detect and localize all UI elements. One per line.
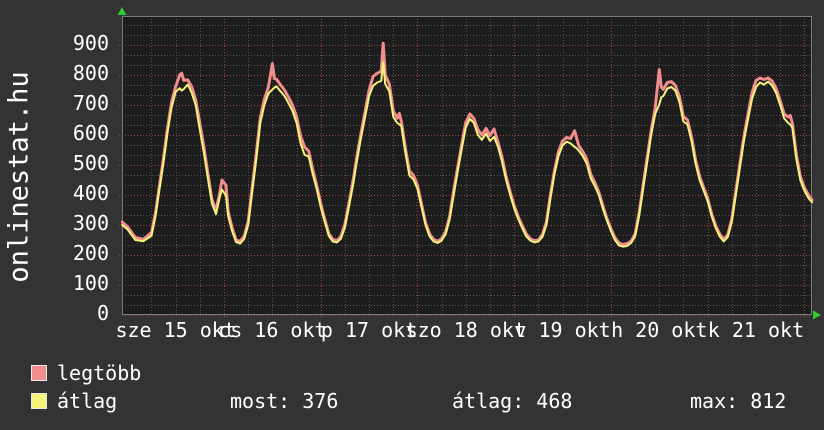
x-tick-label-5: h 20 okt: [611, 318, 708, 342]
x-tick-label-4: v 19 okt: [514, 318, 611, 342]
y-tick-label-200: 200: [72, 241, 109, 265]
stat-max: max: 812: [690, 389, 787, 413]
plot-border: [122, 16, 812, 315]
y-tick-label-0: 0: [96, 301, 109, 325]
legend-swatch-legtobb: [31, 365, 47, 381]
y-tick-label-800: 800: [72, 61, 109, 85]
y-tick-label-600: 600: [72, 121, 109, 145]
x-tick-label-2: p 17 okt: [320, 318, 418, 342]
legend-label-legtobb: legtöbb: [57, 361, 142, 385]
y-tick-label-700: 700: [72, 91, 109, 115]
x-tick-label-1: cs 16 okt: [218, 318, 327, 342]
stat-atlag: átlag: 468: [452, 389, 573, 413]
y-tick-label-900: 900: [72, 31, 109, 55]
legend-swatch-atlag: [31, 393, 47, 409]
y-tick-label-400: 400: [72, 181, 109, 205]
legend-label-atlag: átlag: [57, 389, 118, 413]
y-tick-label-300: 300: [72, 211, 109, 235]
x-tick-label-3: szo 18 okt: [405, 318, 527, 342]
y-tick-label-500: 500: [72, 151, 109, 175]
y-axis-arrow-icon: [117, 7, 127, 15]
x-axis-arrow-icon: [813, 310, 821, 320]
series-line-atlag: [121, 61, 813, 248]
x-tick-label-6: k 21 okt: [707, 318, 805, 342]
x-tick-label-0: sze 15 okt: [115, 318, 236, 342]
stat-most: most: 376: [230, 389, 339, 413]
y-tick-label-100: 100: [72, 271, 109, 295]
